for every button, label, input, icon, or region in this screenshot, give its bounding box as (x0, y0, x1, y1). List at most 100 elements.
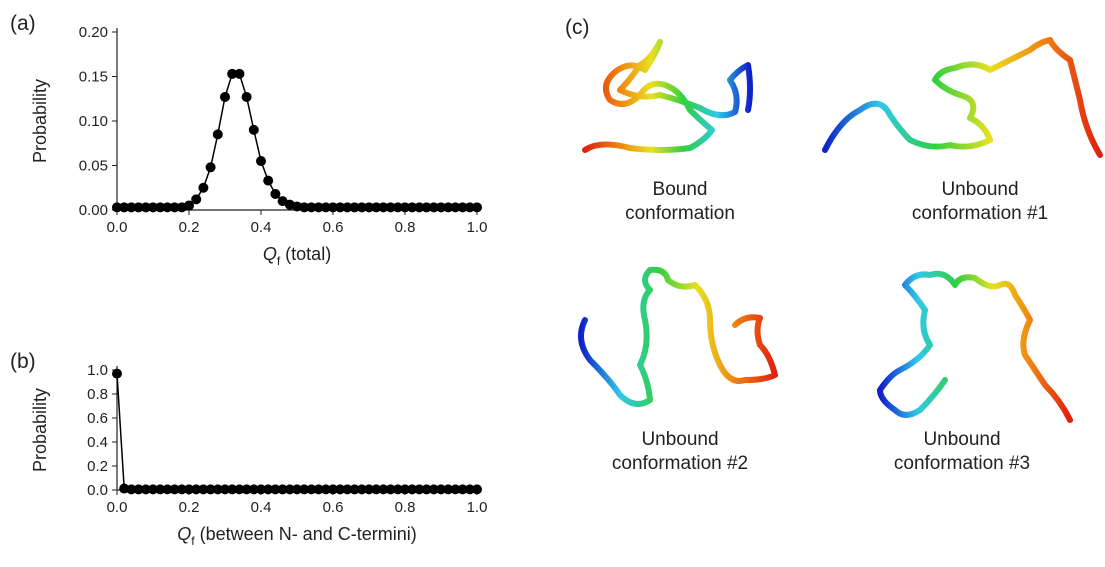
data-point (450, 484, 461, 495)
data-point (234, 68, 245, 79)
data-point (428, 202, 439, 213)
data-point (335, 202, 346, 213)
y-tick-label: 0.0 (87, 482, 108, 499)
data-point (169, 484, 180, 495)
x-tick-label: 1.0 (467, 499, 488, 516)
data-point (450, 202, 461, 213)
data-point (320, 484, 331, 495)
y-axis-label: Probability (30, 79, 50, 163)
data-point (126, 484, 137, 495)
data-point (414, 484, 425, 495)
data-point (335, 484, 346, 495)
x-label-text: (total) (285, 244, 331, 264)
x-axis-label: Qf (between N- and C-termini) (177, 524, 416, 548)
data-point (270, 484, 281, 495)
x-label-subscript: f (277, 254, 281, 268)
data-point (184, 484, 194, 495)
data-point (212, 129, 223, 140)
data-point (392, 484, 403, 495)
protein-structure (822, 37, 1103, 158)
x-tick-label: 0.0 (107, 499, 128, 516)
data-point (191, 484, 202, 495)
data-point (443, 484, 454, 495)
data-point (220, 91, 230, 102)
data-point (162, 484, 173, 495)
data-point (436, 202, 446, 213)
data-point (140, 484, 151, 495)
x-label-text: (between N- and C-termini) (200, 524, 417, 544)
data-point (328, 202, 338, 213)
data-point (464, 202, 475, 213)
data-point (263, 484, 274, 495)
data-point (407, 202, 418, 213)
data-point (407, 484, 418, 495)
data-point (155, 202, 166, 213)
data-point (299, 484, 310, 495)
data-point (205, 484, 216, 495)
data-point (313, 484, 324, 495)
x-axis-label: Qf (total) (263, 244, 331, 268)
data-point (378, 202, 389, 213)
data-point (212, 484, 223, 495)
data-point (421, 202, 432, 213)
caption: conformation #3 (894, 453, 1030, 474)
data-point (133, 202, 144, 213)
data-point (349, 484, 360, 495)
y-tick-label: 0.2 (87, 458, 108, 475)
x-tick-label: 0.4 (251, 219, 272, 236)
data-point (176, 484, 187, 495)
data-point (320, 202, 331, 213)
data-point (227, 484, 238, 495)
protein-images (578, 37, 1103, 423)
data-point (436, 484, 446, 495)
data-point (421, 484, 432, 495)
caption: Bound (653, 179, 708, 200)
data-point (472, 484, 482, 495)
data-point (140, 202, 151, 213)
data-point (270, 188, 281, 199)
y-tick-label: 0.20 (79, 24, 108, 41)
y-tick-label: 0.15 (79, 69, 108, 86)
data-point (364, 484, 374, 495)
data-point (371, 484, 382, 495)
data-point (364, 202, 374, 213)
data-point (400, 484, 410, 495)
x-tick-label: 0.8 (395, 219, 416, 236)
data-point (220, 484, 230, 495)
data-point (234, 484, 245, 495)
data-point (428, 484, 439, 495)
x-tick-label: 0.0 (107, 219, 128, 236)
caption: Unbound (941, 179, 1018, 200)
data-point (119, 202, 130, 213)
data-point (385, 484, 396, 495)
caption: conformation #1 (912, 203, 1048, 224)
data-point (342, 484, 353, 495)
data-point (198, 484, 209, 495)
data-point (256, 484, 266, 495)
caption: Unbound (923, 429, 1000, 450)
data-point (464, 484, 475, 495)
x-label-symbol: Q (177, 524, 191, 544)
panel-label: (c) (565, 16, 590, 39)
data-point (148, 484, 158, 495)
panel-label: (b) (10, 350, 36, 373)
y-axis-label: Probability (30, 388, 50, 472)
data-point (472, 202, 482, 213)
data-point (342, 202, 353, 213)
x-tick-label: 0.6 (323, 499, 344, 516)
data-point (248, 124, 259, 135)
data-point (349, 202, 360, 213)
data-point (306, 484, 317, 495)
y-tick-label: 1.0 (87, 362, 108, 379)
y-tick-label: 0.6 (87, 410, 108, 427)
data-point (371, 202, 382, 213)
data-point (248, 484, 259, 495)
data-point (392, 202, 403, 213)
data-point (457, 484, 468, 495)
data-point (198, 182, 209, 193)
data-point (414, 202, 425, 213)
data-point (313, 202, 324, 213)
data-point (443, 202, 454, 213)
data-line (116, 373, 477, 491)
